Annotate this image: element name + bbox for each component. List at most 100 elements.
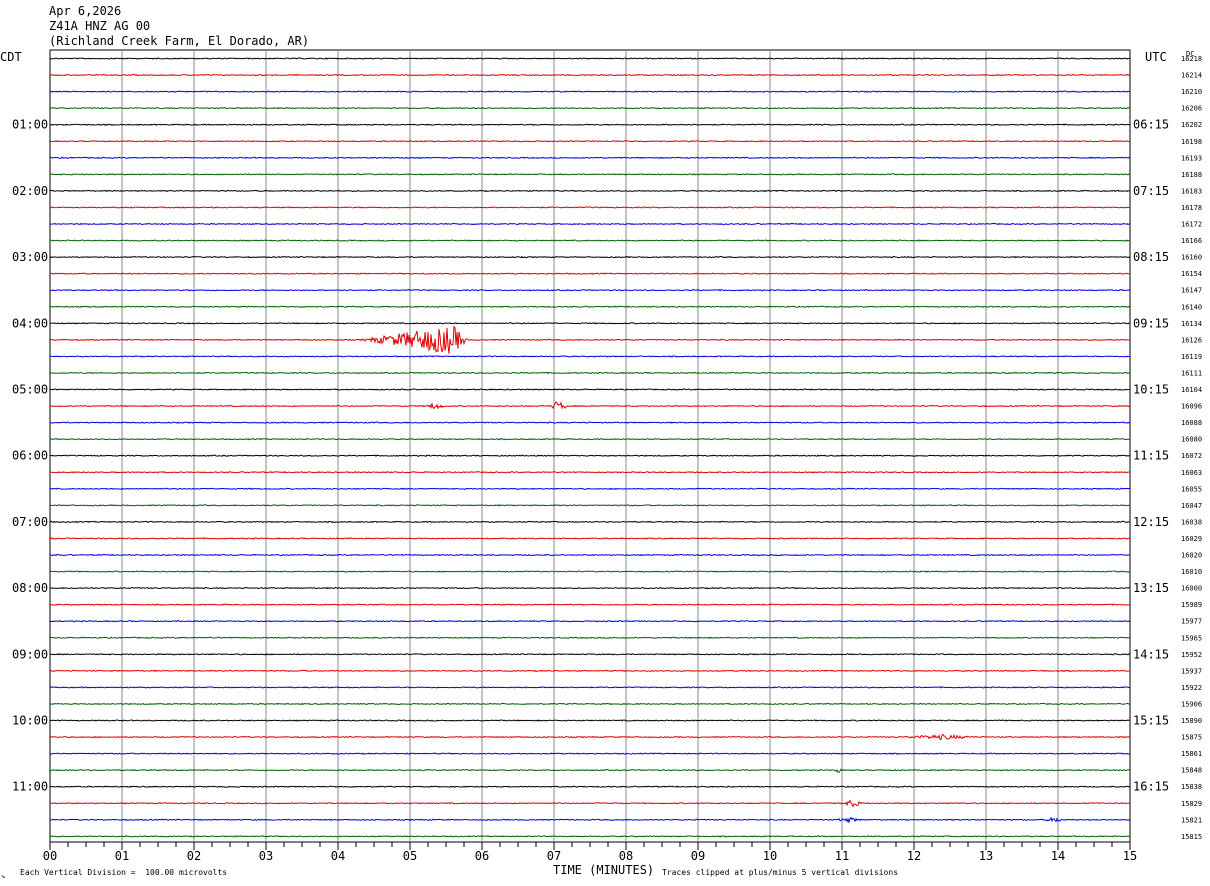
time-axis — [49, 842, 1131, 850]
dc-label: DC — [1186, 50, 1195, 58]
trace-35 — [49, 636, 1131, 639]
dc-value-label: 16104 — [1181, 386, 1202, 394]
trace-4 — [49, 123, 1131, 126]
trace-11 — [49, 239, 1131, 242]
dc-value-label: 16047 — [1181, 502, 1202, 510]
right-hour-label: 13:15 — [1133, 581, 1169, 595]
x-tick-label: 04 — [331, 849, 345, 863]
trace-27 — [49, 504, 1131, 507]
header-location: (Richland Creek Farm, El Dorado, AR) — [49, 34, 310, 48]
trace-13 — [49, 272, 1131, 275]
trace-42 — [49, 752, 1131, 755]
x-tick-label: 07 — [547, 849, 561, 863]
trace-39 — [49, 702, 1131, 706]
dc-value-label: 15829 — [1181, 800, 1202, 808]
trace-36 — [49, 653, 1131, 656]
dc-value-label: 15848 — [1181, 767, 1202, 775]
dc-value-label: 16088 — [1181, 419, 1202, 427]
x-tick-label: 15 — [1123, 849, 1137, 863]
dc-value-label: 16202 — [1181, 121, 1202, 129]
dc-value-label: 15861 — [1181, 750, 1202, 758]
dc-value-label: 16154 — [1181, 270, 1202, 278]
left-hour-label: 01:00 — [12, 118, 48, 132]
trace-7 — [50, 173, 1131, 176]
trace-6 — [49, 156, 1131, 160]
right-hour-label: 07:15 — [1133, 184, 1169, 198]
x-tick-label: 09 — [691, 849, 705, 863]
trace-23 — [49, 437, 1131, 441]
right-hour-label: 12:15 — [1133, 515, 1169, 529]
x-tick-label: 03 — [259, 849, 273, 863]
corner-mark: ↘ — [1, 872, 6, 880]
right-hour-label: 06:15 — [1133, 118, 1169, 132]
dc-value-label: 15977 — [1181, 618, 1202, 626]
dc-value-label: 16210 — [1181, 88, 1202, 96]
dc-value-label: 16038 — [1181, 518, 1202, 526]
left-hour-label: 07:00 — [12, 515, 48, 529]
dc-value-label: 15989 — [1181, 601, 1202, 609]
dc-value-label: 16140 — [1181, 303, 1202, 311]
trace-40 — [49, 719, 1131, 722]
dc-value-label: 16029 — [1181, 535, 1202, 543]
dc-value-label: 16055 — [1181, 485, 1202, 493]
dc-value-label: 15821 — [1181, 816, 1202, 824]
left-hour-label: 06:00 — [12, 449, 48, 463]
trace-2 — [49, 90, 1131, 93]
x-tick-label: 13 — [979, 849, 993, 863]
x-tick-label: 12 — [907, 849, 921, 863]
dc-value-label: 16063 — [1181, 469, 1202, 477]
x-tick-label: 02 — [187, 849, 201, 863]
trace-28 — [49, 520, 1131, 524]
trace-32 — [49, 586, 1131, 590]
trace-8 — [49, 189, 1131, 193]
trace-38 — [49, 686, 1131, 689]
trace-12 — [49, 255, 1131, 259]
trace-10 — [49, 222, 1131, 226]
x-tick-label: 08 — [619, 849, 633, 863]
left-hour-label: 04:00 — [12, 316, 48, 330]
plot-frame — [49, 49, 1131, 843]
right-hour-label: 09:15 — [1133, 316, 1169, 330]
trace-21 — [49, 401, 1131, 410]
dc-value-label: 16119 — [1181, 353, 1202, 361]
dc-value-label: 15906 — [1181, 700, 1202, 708]
dc-value-label: 16010 — [1181, 568, 1202, 576]
trace-31 — [49, 570, 1131, 573]
right-timezone-label: UTC — [1145, 50, 1167, 64]
dc-value-label: 15890 — [1181, 717, 1202, 725]
left-hour-label: 02:00 — [12, 184, 48, 198]
dc-value-label: 16166 — [1181, 237, 1202, 245]
trace-26 — [49, 487, 1131, 490]
trace-29 — [49, 537, 1130, 540]
trace-46 — [49, 816, 1131, 824]
trace-16 — [49, 322, 1131, 325]
x-tick-label: 14 — [1051, 849, 1065, 863]
header-date: Apr 6,2026 — [49, 4, 122, 18]
trace-3 — [49, 106, 1131, 110]
dc-value-label: 15838 — [1181, 783, 1202, 791]
x-tick-label: 11 — [835, 849, 849, 863]
dc-value-label: 15965 — [1181, 634, 1202, 642]
left-hour-label: 11:00 — [12, 780, 48, 794]
trace-9 — [49, 206, 1131, 209]
dc-value-label: 16214 — [1181, 72, 1202, 80]
dc-value-label: 16218 — [1181, 55, 1202, 63]
dc-value-label: 16096 — [1181, 403, 1202, 411]
dc-value-label: 16193 — [1181, 154, 1202, 162]
dc-value-label: 15815 — [1181, 833, 1202, 841]
dc-value-label: 16111 — [1181, 369, 1202, 377]
left-hour-label: 10:00 — [12, 714, 48, 728]
left-timezone-label: CDT — [0, 50, 22, 64]
grid-lines — [49, 49, 1131, 843]
left-hour-label: 08:00 — [12, 581, 48, 595]
trace-24 — [49, 454, 1131, 457]
trace-44 — [49, 785, 1131, 788]
dc-value-label: 16206 — [1181, 105, 1202, 113]
right-hour-label: 08:15 — [1133, 250, 1169, 264]
trace-33 — [49, 603, 1131, 606]
right-hour-label: 10:15 — [1133, 383, 1169, 397]
dc-value-label: 16188 — [1181, 171, 1202, 179]
dc-value-label: 16020 — [1181, 552, 1202, 560]
trace-34 — [49, 619, 1131, 623]
